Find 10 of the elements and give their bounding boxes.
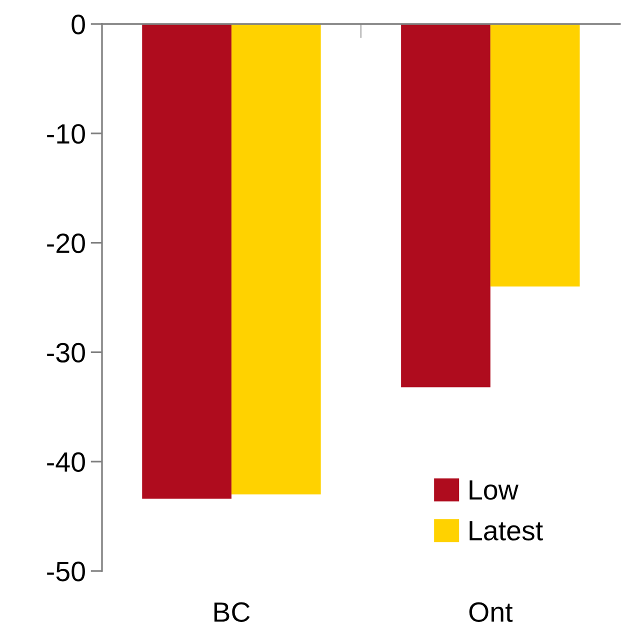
y-tick-label: -20 bbox=[47, 233, 85, 254]
y-tick-label: 0 bbox=[72, 14, 85, 34]
y-tick-label: -40 bbox=[47, 452, 85, 472]
legend-label: Latest bbox=[470, 521, 543, 541]
x-tick-label: BC bbox=[214, 602, 250, 622]
legend-label: Low bbox=[470, 480, 518, 500]
y-tick-label: -50 bbox=[47, 562, 85, 582]
x-tick-label: Ont bbox=[469, 602, 513, 622]
y-tick-label: -10 bbox=[47, 124, 85, 144]
y-tick-label: -30 bbox=[47, 342, 85, 363]
